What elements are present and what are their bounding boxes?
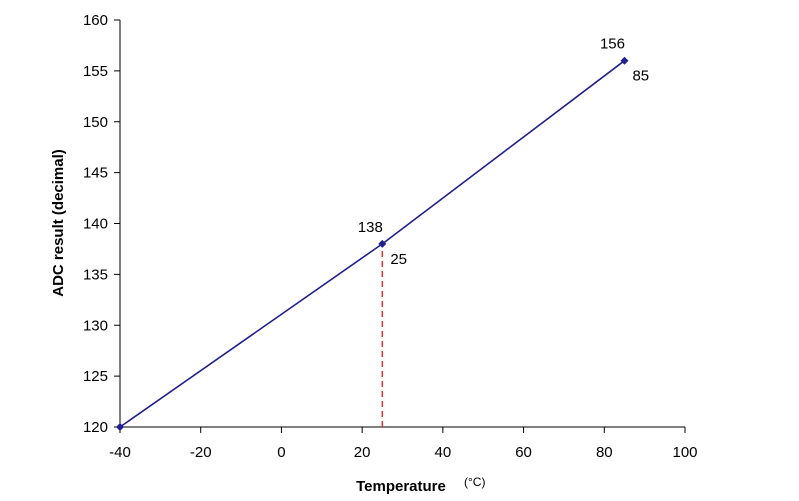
y-tick-label: 140: [83, 216, 108, 233]
data-label-value: 156: [600, 36, 625, 53]
x-tick-label: -40: [109, 444, 131, 461]
series-group: [116, 56, 629, 431]
y-tick-label: 150: [83, 114, 108, 131]
axes: 120 125 130 135 140 145 150 155 160 -40 -20 0 20 40 60…: [83, 12, 698, 461]
x-tick-label: 0: [277, 444, 285, 461]
x-tick-label: 20: [354, 444, 371, 461]
y-tick-label: 125: [83, 368, 108, 385]
data-label-x: 25: [390, 251, 407, 268]
x-tick-label: 40: [435, 444, 452, 461]
data-label-x: 85: [632, 68, 649, 85]
data-point-marker: [620, 56, 629, 65]
x-tick-label: 80: [596, 444, 613, 461]
x-tick-label: 100: [672, 444, 697, 461]
data-labels: 138 25 156 85: [358, 36, 649, 268]
y-axis-title: ADC result (decimal): [50, 149, 67, 297]
data-label-value: 138: [358, 219, 383, 236]
x-axis-unit: (°C): [464, 475, 485, 489]
x-tick-label: 60: [515, 444, 532, 461]
y-tick-label: 135: [83, 266, 108, 283]
data-point-marker: [116, 423, 124, 431]
y-tick-label: 155: [83, 63, 108, 80]
y-tick-label: 145: [83, 165, 108, 182]
data-point-marker: [378, 239, 387, 248]
series-line: [119, 60, 625, 428]
y-tick-label: 160: [83, 12, 108, 29]
y-tick-label: 120: [83, 419, 108, 436]
y-tick-label: 130: [83, 317, 108, 334]
x-axis-title: Temperature: [356, 478, 446, 495]
x-tick-label: -20: [190, 444, 212, 461]
